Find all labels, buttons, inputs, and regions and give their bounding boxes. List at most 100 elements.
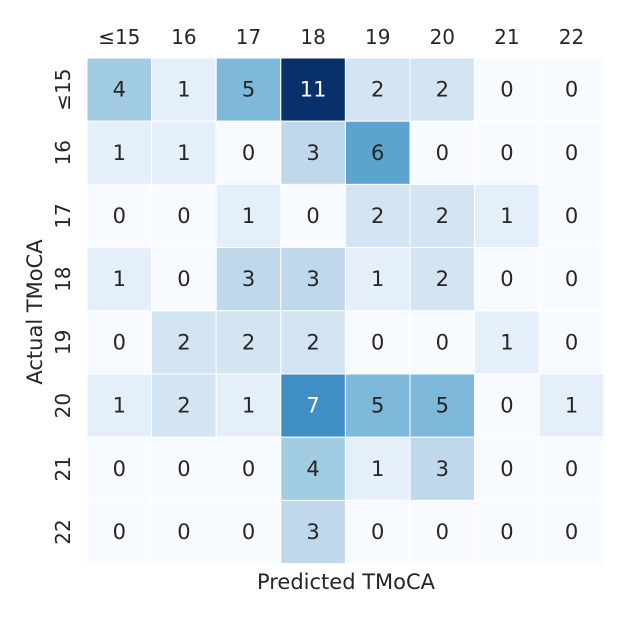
cell-value-label: 1: [371, 457, 384, 481]
cell-value-label: 3: [306, 520, 319, 544]
cell-value-label: 2: [242, 330, 255, 354]
cell-value-label: 4: [113, 78, 126, 102]
heatmap-cell: [474, 183, 540, 249]
heatmap-cell: [344, 183, 411, 249]
cell-value-label: 0: [242, 141, 255, 165]
x-tick-label: 20: [430, 25, 455, 49]
cell-value-label: 0: [306, 204, 319, 228]
cell-value-label: 0: [177, 457, 190, 481]
x-tick-label: 17: [236, 25, 261, 49]
x-axis-label: Predicted TMoCA: [257, 570, 436, 594]
cell-value-label: 0: [500, 267, 513, 291]
heatmap-cell: [538, 120, 605, 185]
heatmap-cell: [280, 120, 346, 185]
heatmap-cell: [538, 373, 605, 438]
cell-value-label: 3: [242, 267, 255, 291]
cell-value-label: 0: [371, 520, 384, 544]
cell-value-label: 6: [371, 141, 384, 165]
cell-value-label: 0: [242, 520, 255, 544]
cell-value-label: 1: [500, 204, 513, 228]
x-tick-label: 18: [300, 25, 325, 49]
heatmap-cell: [344, 310, 411, 375]
cell-value-label: 1: [113, 141, 126, 165]
cell-value-label: 1: [177, 78, 190, 102]
heatmap-cell: [280, 499, 346, 565]
heatmap-cell: [86, 57, 153, 122]
heatmap-cell: [215, 247, 282, 312]
heatmap-cell: [86, 436, 153, 501]
y-tick-label: 18: [51, 266, 75, 291]
x-tick-label: 21: [494, 25, 519, 49]
heatmap-cell: [409, 499, 476, 565]
cell-value-label: 0: [177, 204, 190, 228]
cell-value-label: 1: [113, 394, 126, 418]
heatmap-cell: [474, 310, 540, 375]
heatmap-cell: [538, 183, 605, 249]
y-tick-label: 19: [51, 330, 75, 355]
heatmap-cell: [538, 57, 605, 122]
heatmap-cell: [409, 373, 476, 438]
cell-value-label: 2: [371, 78, 384, 102]
cell-value-label: 0: [500, 78, 513, 102]
cell-value-label: 0: [565, 330, 578, 354]
cell-value-label: 0: [565, 141, 578, 165]
cell-value-label: 0: [436, 520, 449, 544]
cell-value-label: 11: [300, 78, 327, 102]
heatmap-cell: [280, 310, 346, 375]
cell-value-label: 1: [371, 267, 384, 291]
cell-value-label: 0: [500, 394, 513, 418]
heatmap-cell: [280, 183, 346, 249]
cell-value-label: 0: [436, 141, 449, 165]
heatmap-cells: 4 1 5 11 2 2 0 01 1 0 3 6 0 0 00 0 1 0 2 2 1 01 0 3 3 1 2 0 00 2 2 2 0 0 1…: [86, 57, 605, 565]
cell-value-label: 3: [436, 457, 449, 481]
heatmap-cell: [86, 183, 153, 249]
x-tick-labels: ≤15 16 17 18 19 20 21 22: [98, 25, 584, 49]
y-axis-label: Actual TMoCA: [23, 239, 47, 385]
cell-value-label: 2: [436, 204, 449, 228]
heatmap-cell: [151, 183, 217, 249]
heatmap-cell: [151, 436, 217, 501]
heatmap-cell: [215, 436, 282, 501]
y-tick-labels: ≤15 16 17 18 19 20 21 22: [51, 68, 75, 544]
heatmap-cell: [151, 373, 217, 438]
heatmap-cell: [215, 183, 282, 249]
cell-value-label: 2: [177, 394, 190, 418]
heatmap-cell: [409, 436, 476, 501]
heatmap-cell: [215, 57, 282, 122]
x-tick-label: 19: [365, 25, 390, 49]
heatmap-cell: [86, 247, 153, 312]
heatmap-cell: [151, 120, 217, 185]
cell-value-label: 1: [242, 204, 255, 228]
cell-value-label: 0: [242, 457, 255, 481]
x-tick-label: ≤15: [98, 25, 140, 49]
cell-value-label: 0: [177, 267, 190, 291]
y-tick-label: ≤15: [51, 68, 75, 110]
cell-value-label: 1: [113, 267, 126, 291]
heatmap-cell: [86, 499, 153, 565]
cell-value-label: 0: [113, 457, 126, 481]
heatmap-cell: [409, 183, 476, 249]
heatmap-cell: [215, 499, 282, 565]
cell-value-label: 2: [436, 78, 449, 102]
cell-value-label: 1: [177, 141, 190, 165]
cell-value-label: 5: [436, 394, 449, 418]
heatmap-cell: [280, 57, 346, 122]
heatmap-cell: [474, 247, 540, 312]
cell-value-label: 3: [306, 267, 319, 291]
cell-value-label: 0: [113, 204, 126, 228]
cell-value-label: 0: [113, 520, 126, 544]
y-tick-label: 20: [51, 393, 75, 418]
heatmap-cell: [344, 373, 411, 438]
cell-value-label: 0: [436, 330, 449, 354]
y-tick-label: 16: [51, 140, 75, 165]
cell-value-label: 0: [500, 141, 513, 165]
heatmap-cell: [409, 57, 476, 122]
heatmap-cell: [344, 436, 411, 501]
cell-value-label: 2: [371, 204, 384, 228]
cell-value-label: 0: [113, 330, 126, 354]
cell-value-label: 0: [177, 520, 190, 544]
heatmap-cell: [474, 436, 540, 501]
cell-value-label: 5: [371, 394, 384, 418]
y-tick-label: 17: [51, 203, 75, 228]
